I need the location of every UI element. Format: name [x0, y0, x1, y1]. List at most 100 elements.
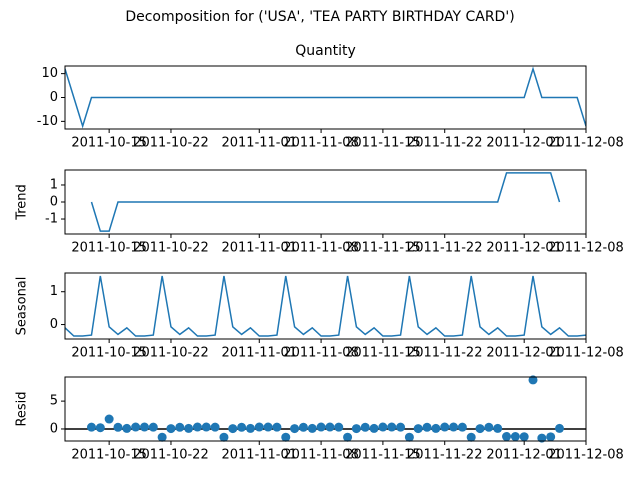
y-tick-label: 1: [50, 284, 58, 299]
point: [351, 424, 361, 434]
point: [528, 375, 538, 385]
line: [90, 172, 561, 232]
point: [104, 414, 114, 424]
x-tick-label: 2011-11-15: [345, 448, 421, 463]
y-tick-label: -1: [45, 212, 58, 227]
point: [290, 424, 300, 434]
x-tick-label: 2011-12-08: [548, 241, 624, 256]
point: [440, 422, 450, 432]
point: [201, 422, 211, 432]
point: [493, 423, 503, 433]
figure-title: Decomposition for ('USA', 'TEA PARTY BIR…: [125, 9, 514, 25]
point: [484, 422, 494, 432]
y-tick-label: 0: [50, 421, 58, 436]
x-tick-label: 2011-10-22: [133, 346, 209, 361]
point: [343, 432, 353, 442]
point: [502, 432, 512, 442]
point: [148, 422, 158, 432]
x-tick-label: 2011-10-15: [71, 136, 147, 151]
point: [325, 422, 335, 432]
x-tick-label: 2011-10-22: [133, 241, 209, 256]
point: [378, 422, 388, 432]
point: [166, 424, 176, 434]
point: [210, 422, 220, 432]
x-tick-label: 2011-11-01: [221, 136, 297, 151]
point: [245, 423, 255, 433]
point: [537, 433, 547, 443]
y-tick-label: 5: [50, 394, 58, 409]
x-tick-label: 2011-12-08: [548, 346, 624, 361]
axes-frame: [64, 376, 587, 442]
line: [65, 275, 586, 337]
x-tick-label: 2011-12-01: [486, 448, 562, 463]
x-tick-label: 2011-12-08: [548, 136, 624, 151]
x-tick-label: 2011-12-01: [486, 346, 562, 361]
y-axis-label: Seasonal: [15, 277, 30, 336]
x-tick-label: 2011-12-08: [548, 448, 624, 463]
x-tick-label: 2011-10-22: [133, 136, 209, 151]
x-tick-label: 2011-10-22: [133, 448, 209, 463]
x-tick-label: 2011-11-01: [221, 241, 297, 256]
x-tick-label: 2011-11-01: [221, 346, 297, 361]
y-tick-label: 0: [50, 90, 58, 105]
point: [131, 422, 141, 432]
x-tick-label: 2011-11-08: [283, 241, 359, 256]
point: [95, 423, 105, 433]
point: [449, 422, 459, 432]
point: [86, 422, 96, 432]
x-tick-label: 2011-10-15: [71, 448, 147, 463]
point: [192, 422, 202, 432]
y-tick-label: 0: [50, 317, 58, 332]
y-tick-label: 1: [50, 177, 58, 192]
point: [457, 422, 467, 432]
point: [316, 422, 326, 432]
y-tick-label: -10: [37, 114, 58, 129]
x-tick-label: 2011-11-22: [407, 346, 483, 361]
point: [219, 432, 229, 442]
point: [555, 423, 565, 433]
line: [65, 66, 586, 129]
point: [519, 432, 529, 442]
y-axis-label: Trend: [15, 184, 30, 221]
x-tick-label: 2011-11-22: [407, 136, 483, 151]
x-tick-label: 2011-11-08: [283, 136, 359, 151]
axes-frame: [64, 169, 587, 235]
point: [431, 423, 441, 433]
x-tick-label: 2011-11-15: [345, 346, 421, 361]
x-tick-label: 2011-11-22: [407, 241, 483, 256]
point: [334, 422, 344, 432]
point: [510, 432, 520, 442]
x-tick-label: 2011-12-01: [486, 136, 562, 151]
point: [413, 424, 423, 434]
point: [298, 422, 308, 432]
x-tick-label: 2011-11-01: [221, 448, 297, 463]
point: [139, 422, 149, 432]
x-tick-label: 2011-11-15: [345, 241, 421, 256]
point: [122, 423, 132, 433]
point: [281, 432, 291, 442]
point: [272, 422, 282, 432]
point: [404, 432, 414, 442]
axes-frame: [64, 272, 587, 340]
x-tick-label: 2011-11-15: [345, 136, 421, 151]
point: [475, 424, 485, 434]
point: [113, 422, 123, 432]
point: [254, 422, 264, 432]
point: [184, 423, 194, 433]
x-tick-label: 2011-11-08: [283, 448, 359, 463]
x-tick-label: 2011-11-08: [283, 346, 359, 361]
x-tick-label: 2011-10-15: [71, 241, 147, 256]
point: [237, 422, 247, 432]
point: [263, 422, 273, 432]
point: [360, 422, 370, 432]
axes-frame: [64, 65, 587, 130]
point: [175, 422, 185, 432]
point: [396, 422, 406, 432]
y-axis-label: Resid: [15, 391, 30, 426]
y-tick-label: 0: [50, 195, 58, 210]
panel-title: Quantity: [295, 43, 356, 59]
y-tick-label: 10: [41, 66, 58, 81]
point: [466, 432, 476, 442]
